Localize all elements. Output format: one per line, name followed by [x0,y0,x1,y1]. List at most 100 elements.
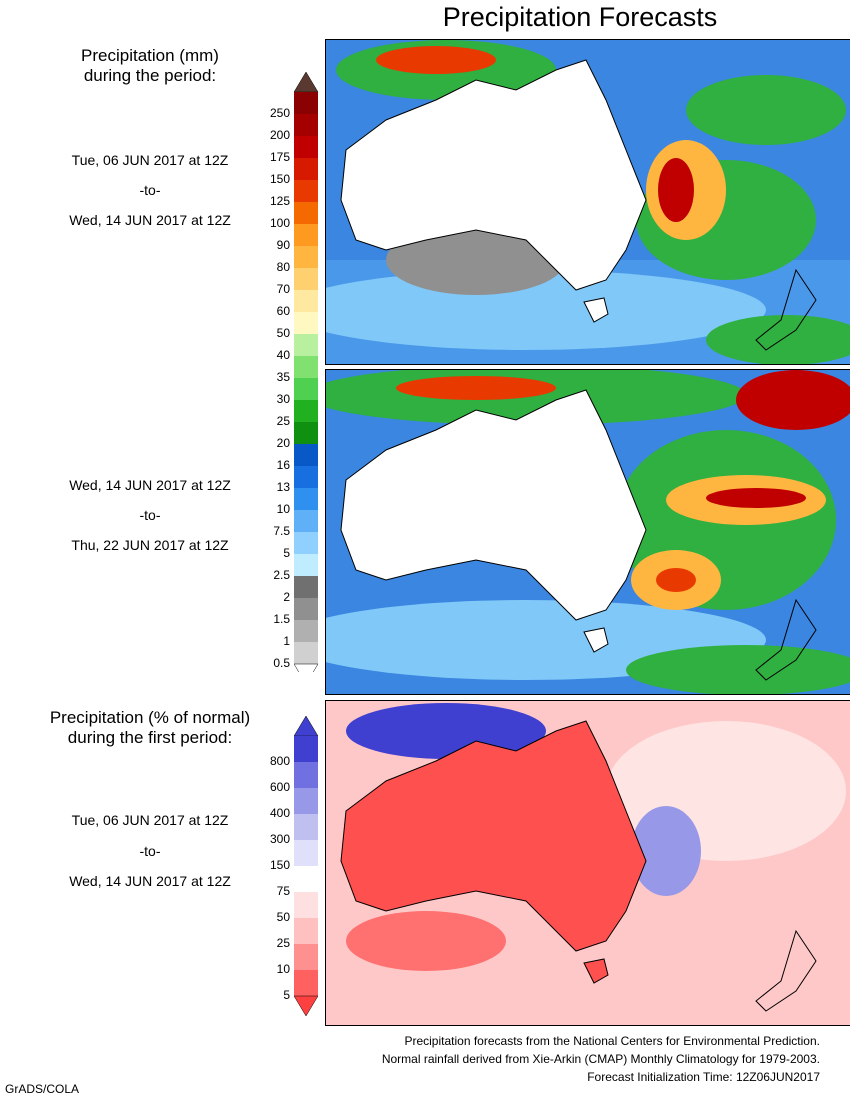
total-colorbar-swatch [294,400,318,422]
pct-colorbar-tick-label: 25 [276,936,290,950]
page-title: Precipitation Forecasts [442,2,718,32]
pct-colorbar-tick-label: 300 [269,832,290,846]
total-colorbar-swatch [294,488,318,510]
total-colorbar-top-arrow [294,72,318,93]
total-colorbar-swatch [294,268,318,290]
total-colorbar-swatch [294,510,318,532]
footer-line2: Normal rainfall derived from Xie-Arkin (… [381,1052,820,1066]
total-colorbar-swatch [294,422,318,444]
total-colorbar-swatch [294,312,318,334]
total-colorbar-swatch [294,158,318,180]
pct-colorbar-tick-label: 10 [276,962,290,976]
pct-period-separator: -to- [139,843,161,859]
total-precip-colorbar [294,72,318,672]
footer-line1: Precipitation forecasts from the Nationa… [404,1034,820,1048]
grads-credit: GrADS/COLA [5,1082,80,1096]
pct-colorbar-tick-label: 150 [269,858,290,872]
period2-start: Wed, 14 JUN 2017 at 12Z [69,477,231,493]
total-colorbar-tick-label: 1 [283,634,290,648]
total-legend-heading-line1: Precipitation (mm) [81,46,219,65]
pct-colorbar-tick-label: 800 [269,754,290,768]
total-colorbar-swatch [294,576,318,598]
total-colorbar-swatch [294,246,318,268]
total-colorbar-tick-label: 2.5 [273,568,290,582]
total-colorbar-swatch [294,290,318,312]
pct-normal-map [325,700,850,1026]
pct-colorbar-swatch [294,736,318,762]
total-colorbar-swatch [294,180,318,202]
total-colorbar-swatch [294,202,318,224]
period2-separator: -to- [139,507,161,523]
pct-colorbar-swatch [294,892,318,918]
total-colorbar-swatch [294,334,318,356]
total-colorbar-swatch [294,224,318,246]
total-colorbar-swatch [294,642,318,664]
pct-colorbar-swatch [294,762,318,788]
pct-colorbar-tick-label: 75 [276,884,290,898]
pct-colorbar-swatch [294,788,318,814]
footer-line3: Forecast Initialization Time: 12Z06JUN20… [587,1070,820,1084]
total-colorbar-swatch [294,92,318,114]
pct-colorbar-swatch [294,840,318,866]
pct-legend-heading: Precipitation (% of normal) during the f… [25,708,275,748]
precip-map-period2 [325,369,850,695]
period2-end: Thu, 22 JUN 2017 at 12Z [71,537,229,553]
pct-legend-heading-line1: Precipitation (% of normal) [49,708,251,727]
total-colorbar-tick-label: 7.5 [273,524,290,538]
pct-colorbar-tick-label: 600 [269,780,290,794]
total-colorbar-tick-label: 100 [269,216,290,230]
pct-normal-colorbar [294,716,318,1016]
total-colorbar-swatch [294,378,318,400]
pct-colorbar-swatch [294,970,318,996]
total-colorbar-tick-label: 30 [276,392,290,406]
pct-colorbar-tick-label: 50 [276,910,290,924]
total-colorbar-swatch [294,114,318,136]
total-colorbar-tick-label: 25 [276,414,290,428]
period1-separator: -to- [139,182,161,198]
period1-end: Wed, 14 JUN 2017 at 12Z [69,212,231,228]
total-colorbar-tick-label: 10 [276,502,290,516]
total-colorbar-tick-label: 125 [269,194,290,208]
total-colorbar-tick-label: 150 [269,172,290,186]
pct-colorbar-tick-label: 5 [283,988,290,1002]
total-colorbar-swatch [294,532,318,554]
pct-colorbar-swatch [294,918,318,944]
period1-start: Tue, 06 JUN 2017 at 12Z [71,152,229,168]
total-colorbar-bottom-arrow [294,663,318,672]
total-colorbar-tick-label: 60 [276,304,290,318]
total-colorbar-swatch [294,466,318,488]
total-colorbar-swatch [294,620,318,642]
total-colorbar-tick-label: 0.5 [273,656,290,670]
total-colorbar-tick-label: 20 [276,436,290,450]
total-legend-heading: Precipitation (mm) during the period: [40,46,260,86]
total-colorbar-swatch [294,598,318,620]
total-legend-heading-line2: during the period: [83,66,217,85]
pct-period-end: Wed, 14 JUN 2017 at 12Z [69,873,231,889]
total-colorbar-swatch [294,136,318,158]
total-colorbar-tick-label: 1.5 [273,612,290,626]
total-colorbar-tick-label: 250 [269,106,290,120]
precip-map-period1 [325,39,850,365]
total-colorbar-tick-label: 5 [283,546,290,560]
total-colorbar-swatch [294,356,318,378]
total-colorbar-tick-label: 13 [276,480,290,494]
total-colorbar-tick-label: 200 [269,128,290,142]
pct-colorbar-swatch [294,944,318,970]
total-colorbar-tick-label: 16 [276,458,290,472]
pct-colorbar-top-arrow [294,716,318,737]
total-colorbar-tick-label: 80 [276,260,290,274]
pct-colorbar-swatch [294,866,318,892]
pct-legend-heading-line2: during the first period: [67,728,233,747]
pct-colorbar-bottom-arrow [294,995,318,1016]
total-colorbar-tick-label: 35 [276,370,290,384]
total-colorbar-tick-label: 70 [276,282,290,296]
total-colorbar-tick-label: 50 [276,326,290,340]
total-colorbar-tick-label: 40 [276,348,290,362]
pct-period-start: Tue, 06 JUN 2017 at 12Z [71,812,229,828]
footer-notes: Precipitation forecasts from the Nationa… [382,1032,820,1086]
total-colorbar-tick-label: 90 [276,238,290,252]
total-colorbar-swatch [294,554,318,576]
total-colorbar-tick-label: 2 [283,590,290,604]
total-colorbar-tick-label: 175 [269,150,290,164]
total-colorbar-swatch [294,444,318,466]
